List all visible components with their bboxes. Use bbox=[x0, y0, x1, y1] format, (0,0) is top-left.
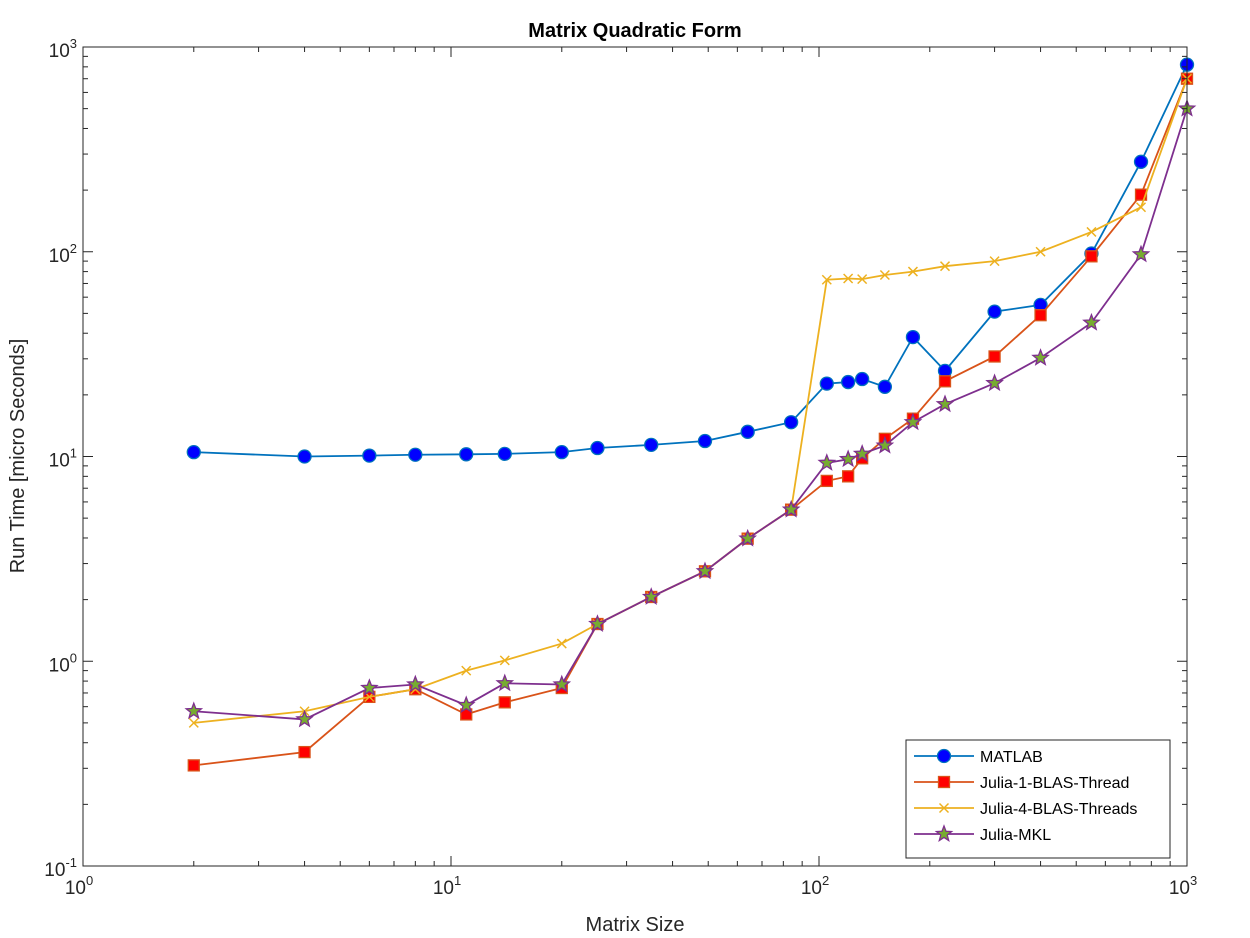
data-point-julia-4-blas-threads-17 bbox=[939, 261, 951, 272]
data-point-julia-1-blas-thread-12 bbox=[820, 474, 833, 488]
data-point-julia-mkl-7 bbox=[588, 614, 607, 632]
data-point-matlab-14 bbox=[855, 371, 870, 387]
data-point-julia-mkl-4 bbox=[456, 695, 476, 714]
data-point-matlab-15 bbox=[877, 379, 893, 394]
data-point-julia-4-blas-threads-6 bbox=[556, 638, 567, 649]
data-point-julia-1-blas-thread-20 bbox=[1085, 250, 1098, 263]
x-axis-label: Matrix Size bbox=[586, 914, 685, 936]
data-point-matlab-7 bbox=[590, 440, 605, 456]
data-point-julia-4-blas-threads-12 bbox=[821, 274, 832, 285]
data-point-julia-mkl-21 bbox=[1131, 244, 1151, 263]
y-tick-label: 101 bbox=[49, 446, 77, 472]
data-point-matlab-11 bbox=[783, 415, 799, 430]
data-point-julia-mkl-12 bbox=[817, 453, 837, 471]
data-point-julia-4-blas-threads-0 bbox=[188, 717, 199, 728]
data-point-julia-mkl-19 bbox=[1031, 348, 1050, 366]
x-tick-label: 102 bbox=[801, 873, 829, 899]
data-point-matlab-5 bbox=[497, 446, 512, 462]
x-tick-label: 103 bbox=[1169, 873, 1197, 899]
data-point-julia-mkl-16 bbox=[903, 412, 923, 431]
data-point-julia-mkl-20 bbox=[1082, 312, 1101, 331]
legend-label: MATLAB bbox=[980, 749, 1043, 766]
data-point-matlab-8 bbox=[644, 437, 659, 452]
legend-item: MATLAB bbox=[914, 748, 1043, 766]
data-point-julia-4-blas-threads-21 bbox=[1135, 202, 1147, 213]
data-point-matlab-6 bbox=[554, 445, 569, 460]
legend-swatch-marker bbox=[934, 824, 954, 842]
data-point-julia-mkl-2 bbox=[360, 678, 379, 696]
data-point-julia-4-blas-threads-14 bbox=[857, 274, 868, 285]
data-point-julia-1-blas-thread-19 bbox=[1034, 309, 1047, 322]
data-point-julia-4-blas-threads-16 bbox=[907, 266, 918, 277]
data-point-julia-mkl-9 bbox=[695, 561, 715, 580]
data-point-matlab-12 bbox=[819, 376, 834, 391]
data-point-matlab-21 bbox=[1133, 154, 1149, 169]
legend-item: Julia-1-BLAS-Thread bbox=[914, 775, 1129, 792]
data-point-julia-mkl-11 bbox=[781, 499, 801, 518]
series-julia-mkl bbox=[184, 98, 1197, 728]
y-tick-label: 100 bbox=[49, 650, 77, 676]
axes-box bbox=[82, 46, 1188, 867]
data-point-julia-mkl-14 bbox=[852, 444, 872, 462]
data-point-julia-mkl-8 bbox=[641, 587, 661, 605]
legend: MATLAB Julia-1-BLAS-Thread Julia-4-BLAS-Th… bbox=[905, 739, 1171, 859]
data-point-matlab-10 bbox=[740, 424, 755, 439]
data-point-julia-4-blas-threads-4 bbox=[461, 665, 472, 676]
data-point-julia-mkl-1 bbox=[295, 709, 314, 728]
data-point-julia-1-blas-thread-13 bbox=[841, 470, 855, 483]
x-tick-label: 100 bbox=[65, 873, 93, 899]
data-point-matlab-13 bbox=[840, 374, 856, 390]
data-point-julia-4-blas-threads-20 bbox=[1086, 226, 1097, 237]
data-point-julia-1-blas-thread-5 bbox=[498, 696, 511, 709]
data-point-julia-mkl-5 bbox=[495, 673, 515, 692]
data-point-julia-4-blas-threads-19 bbox=[1035, 246, 1046, 257]
y-axis-label: Run Time [micro Seconds] bbox=[7, 339, 29, 574]
legend-swatch-marker bbox=[938, 802, 950, 814]
legend-item: Julia-4-BLAS-Threads bbox=[914, 801, 1137, 818]
data-point-julia-4-blas-threads-18 bbox=[989, 256, 1000, 267]
data-point-julia-mkl-15 bbox=[875, 435, 895, 454]
legend-swatch-marker bbox=[936, 748, 952, 764]
data-point-julia-mkl-10 bbox=[738, 528, 758, 547]
data-point-julia-mkl-13 bbox=[838, 449, 858, 468]
data-point-julia-mkl-18 bbox=[985, 373, 1004, 392]
y-tick-label: 10-1 bbox=[44, 855, 77, 881]
plot-area bbox=[83, 47, 1187, 866]
data-point-julia-1-blas-thread-21 bbox=[1134, 188, 1148, 201]
data-point-julia-mkl-17 bbox=[935, 394, 955, 413]
data-point-julia-mkl-0 bbox=[184, 701, 204, 720]
legend-label: Julia-1-BLAS-Thread bbox=[980, 775, 1129, 792]
data-point-matlab-18 bbox=[987, 304, 1002, 319]
data-point-matlab-16 bbox=[905, 329, 921, 345]
data-point-matlab-2 bbox=[362, 448, 377, 463]
y-tick-label: 102 bbox=[49, 241, 77, 267]
legend-swatch-marker bbox=[937, 775, 951, 789]
data-point-julia-4-blas-threads-5 bbox=[499, 655, 510, 666]
series-matlab bbox=[186, 57, 1195, 464]
data-point-julia-1-blas-thread-17 bbox=[938, 375, 952, 388]
legend-label: Julia-MKL bbox=[980, 827, 1051, 844]
chart-title: Matrix Quadratic Form bbox=[528, 20, 741, 42]
data-point-julia-1-blas-thread-1 bbox=[298, 745, 311, 759]
data-point-julia-4-blas-threads-15 bbox=[879, 269, 890, 281]
legend-item: Julia-MKL bbox=[914, 824, 1051, 844]
y-tick-label: 103 bbox=[49, 36, 77, 62]
series-layer bbox=[184, 57, 1197, 772]
data-point-julia-mkl-3 bbox=[405, 674, 425, 693]
data-point-matlab-0 bbox=[186, 445, 201, 460]
x-tick-label: 101 bbox=[433, 873, 461, 899]
data-point-julia-1-blas-thread-0 bbox=[187, 759, 200, 772]
data-point-matlab-9 bbox=[697, 433, 713, 449]
data-point-julia-1-blas-thread-18 bbox=[988, 350, 1001, 363]
legend-label: Julia-4-BLAS-Threads bbox=[980, 801, 1137, 818]
data-point-matlab-3 bbox=[408, 447, 423, 462]
data-point-julia-4-blas-threads-13 bbox=[843, 273, 854, 284]
data-point-matlab-4 bbox=[459, 447, 474, 462]
data-point-julia-mkl-6 bbox=[552, 674, 572, 693]
data-point-matlab-1 bbox=[297, 449, 312, 464]
